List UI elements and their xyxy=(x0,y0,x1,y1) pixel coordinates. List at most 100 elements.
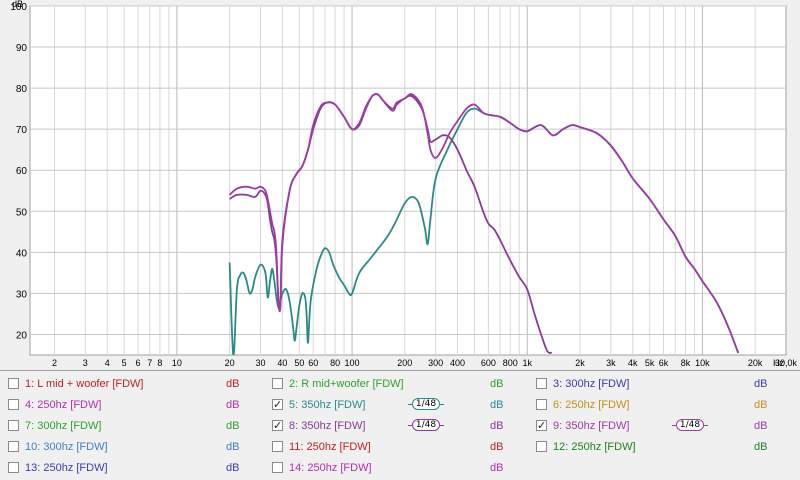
legend-label: 1: L mid + woofer [FDW] xyxy=(25,378,144,390)
legend-label: 8: 350hz [FDW] xyxy=(289,420,366,432)
x-tick-label: 7 xyxy=(147,358,152,368)
legend-checkbox[interactable] xyxy=(536,417,547,435)
x-tick-label: 6 xyxy=(136,358,141,368)
legend-unit: dB xyxy=(490,399,504,411)
legend-unit: dB xyxy=(226,420,240,432)
y-tick-label: 90 xyxy=(16,43,28,54)
legend-unit: dB xyxy=(490,441,504,453)
x-tick-label: 20 xyxy=(225,358,235,368)
x-tick-label: 1k xyxy=(522,358,532,368)
legend-checkbox[interactable] xyxy=(272,441,283,452)
legend-label: 4: 250hz [FDW] xyxy=(25,399,102,411)
y-tick-label: 50 xyxy=(16,207,28,218)
x-tick-label: 5k xyxy=(645,358,655,368)
smoothing-indicator[interactable]: 1/48 xyxy=(672,418,708,432)
legend-label: 7: 300hz [FDW] xyxy=(25,420,102,432)
y-axis-label: dB xyxy=(12,0,23,9)
legend-unit: dB xyxy=(226,441,240,453)
legend-unit: dB xyxy=(754,399,768,411)
x-tick-label: 20k xyxy=(748,358,763,368)
legend-checkbox[interactable] xyxy=(8,378,19,389)
legend-unit: dB xyxy=(226,378,240,390)
legend-item[interactable]: 4: 250hz [FDW] dB xyxy=(8,396,258,414)
legend-label: 5: 350hz [FDW] xyxy=(289,399,366,411)
legend-label: 12: 250hz [FDW] xyxy=(553,441,636,453)
legend-checkbox[interactable] xyxy=(272,378,283,389)
legend-checkbox[interactable] xyxy=(8,420,19,431)
series-line-3 xyxy=(228,93,740,354)
legend-item[interactable]: 14: 250hz [FDW] dB xyxy=(272,459,522,477)
x-tick-label: 200 xyxy=(397,358,412,368)
grid-lines xyxy=(30,5,786,355)
legend-item[interactable]: 2: R mid+woofer [FDW] dB xyxy=(272,375,522,393)
legend-label: 9: 350hz [FDW] xyxy=(553,420,630,432)
legend-item[interactable]: 10: 300hz [FDW] dB xyxy=(8,438,258,456)
legend-item[interactable]: 13: 250hz [FDW] dB xyxy=(8,459,258,477)
legend-unit: dB xyxy=(490,462,504,474)
legend-label: 13: 250hz [FDW] xyxy=(25,462,108,474)
x-tick-label: 10k xyxy=(695,358,710,368)
x-tick-label: 6k xyxy=(659,358,669,368)
x-tick-label: 8 xyxy=(157,358,162,368)
legend-checkbox[interactable] xyxy=(536,399,547,410)
x-tick-label: 800 xyxy=(503,358,518,368)
legend-item[interactable]: 12: 250hz [FDW] dB xyxy=(536,438,786,456)
x-tick-label: 50 xyxy=(294,358,304,368)
x-tick-label: 40 xyxy=(277,358,287,368)
x-tick-label: 8k xyxy=(681,358,691,368)
x-axis-ticks: 2 3 4 5 6 7 8 10 20 30 40 50 60 80 100 200 300 400 600 800 1… xyxy=(52,358,798,368)
x-tick-label: 3 xyxy=(83,358,88,368)
x-tick-label: 30 xyxy=(255,358,265,368)
y-tick-label: 80 xyxy=(16,84,28,95)
legend-label: 3: 300hz [FDW] xyxy=(553,378,630,390)
legend-item[interactable]: 1: L mid + woofer [FDW] dB xyxy=(8,375,258,393)
x-tick-label: 4k xyxy=(628,358,638,368)
y-tick-label: 60 xyxy=(16,166,28,177)
legend-label: 10: 300hz [FDW] xyxy=(25,441,108,453)
legend-item[interactable]: 6: 250hz [FDW] dB xyxy=(536,396,786,414)
x-tick-label: 80 xyxy=(330,358,340,368)
series-lines xyxy=(228,93,740,355)
legend-checkbox[interactable] xyxy=(272,417,283,435)
x-tick-label: 100 xyxy=(345,358,360,368)
legend-checkbox[interactable] xyxy=(536,441,547,452)
legend-unit: dB xyxy=(490,420,504,432)
y-tick-label: 40 xyxy=(16,248,28,259)
x-tick-label: 400 xyxy=(450,358,465,368)
x-axis-unit-label: Hz xyxy=(773,358,784,368)
legend-label: 2: R mid+woofer [FDW] xyxy=(289,378,404,390)
x-tick-label: 4 xyxy=(105,358,110,368)
x-tick-label: 30,0k xyxy=(775,358,798,368)
x-tick-label: 2 xyxy=(52,358,57,368)
legend-unit: dB xyxy=(226,399,240,411)
y-tick-label: 100 xyxy=(10,2,27,13)
y-tick-label: 70 xyxy=(16,125,28,136)
plot-area[interactable] xyxy=(29,5,787,356)
legend-item[interactable]: 8: 350hz [FDW] 1/48 dB xyxy=(272,417,522,435)
legend-label: 11: 250hz [FDW] xyxy=(289,441,371,453)
legend-checkbox[interactable] xyxy=(536,378,547,389)
legend-checkbox[interactable] xyxy=(8,462,19,473)
legend-label: 14: 250hz [FDW] xyxy=(289,462,372,474)
x-tick-label: 5 xyxy=(122,358,127,368)
legend-unit: dB xyxy=(754,378,768,390)
smoothing-indicator[interactable]: 1/48 xyxy=(408,397,444,411)
legend-unit: dB xyxy=(226,462,240,474)
frequency-response-chart[interactable]: 20 30 40 50 60 70 80 90 100 2 3 4 5 6 7 8 10 20 30 40 50 60 8… xyxy=(0,0,800,370)
x-tick-label: 2k xyxy=(575,358,585,368)
legend-item[interactable]: 9: 350hz [FDW] 1/48 dB xyxy=(536,417,786,435)
legend-item[interactable]: 5: 350hz [FDW] 1/48 dB xyxy=(272,396,522,414)
legend-checkbox[interactable] xyxy=(8,441,19,452)
legend-checkbox[interactable] xyxy=(272,396,283,414)
legend-unit: dB xyxy=(754,441,768,453)
legend-item[interactable]: 11: 250hz [FDW] dB xyxy=(272,438,522,456)
legend-panel: 1: L mid + woofer [FDW] dB 2: R mid+woofer… xyxy=(0,370,800,480)
legend-checkbox[interactable] xyxy=(8,399,19,410)
x-tick-label: 3k xyxy=(606,358,616,368)
legend-checkbox[interactable] xyxy=(272,462,283,473)
x-tick-label: 600 xyxy=(481,358,496,368)
legend-item[interactable]: 7: 300hz [FDW] dB xyxy=(8,417,258,435)
x-tick-label: 10 xyxy=(172,358,182,368)
smoothing-indicator[interactable]: 1/48 xyxy=(408,418,444,432)
legend-item[interactable]: 3: 300hz [FDW] dB xyxy=(536,375,786,393)
